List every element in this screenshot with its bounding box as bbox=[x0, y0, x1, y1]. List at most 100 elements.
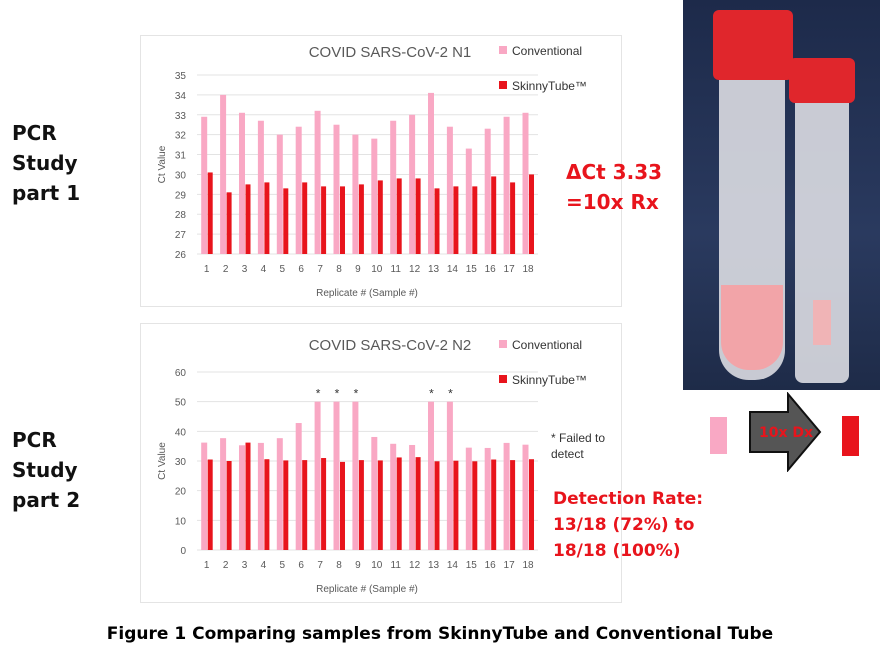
skinnytube-bar bbox=[226, 461, 232, 550]
skinnytube-bar bbox=[358, 460, 364, 550]
skinnytube-bar bbox=[377, 460, 383, 550]
skinnytube-bar bbox=[529, 459, 534, 550]
skinnytube-bar bbox=[340, 461, 345, 550]
legend-label: SkinnyTube™ bbox=[512, 79, 587, 93]
tubes-photo bbox=[683, 0, 880, 390]
x-tick-label: 15 bbox=[466, 264, 478, 275]
arrow-icon bbox=[749, 392, 822, 472]
conventional-bar bbox=[257, 442, 264, 550]
x-tick-label: 13 bbox=[428, 264, 440, 275]
skinnytube-bar bbox=[226, 192, 232, 254]
conventional-bar bbox=[428, 401, 434, 550]
conventional-tube-sample bbox=[721, 285, 783, 370]
conventional-bar bbox=[503, 442, 510, 550]
skinnytube-bar bbox=[283, 188, 289, 254]
conventional-bar bbox=[239, 112, 245, 255]
x-tick-label: 3 bbox=[242, 264, 248, 275]
x-tick-label: 12 bbox=[409, 560, 421, 571]
conventional-bar bbox=[484, 128, 491, 254]
skinnytube-bar bbox=[207, 172, 213, 254]
skinnytube-bar bbox=[396, 457, 402, 550]
delta-ct-line1: ΔCt 3.33 bbox=[566, 160, 663, 184]
conventional-bar bbox=[333, 124, 340, 254]
skinnytube-bar bbox=[302, 460, 308, 550]
x-axis-label: Replicate # (Sample #) bbox=[316, 584, 418, 595]
conventional-bar bbox=[428, 92, 434, 255]
y-tick-label: 40 bbox=[175, 427, 187, 438]
conventional-bar bbox=[522, 112, 529, 255]
y-tick-label: 34 bbox=[175, 91, 187, 102]
y-tick-label: 32 bbox=[175, 131, 187, 142]
skinnytube-bar bbox=[415, 178, 421, 254]
x-tick-label: 4 bbox=[261, 264, 267, 275]
skinnytube-cap bbox=[789, 58, 855, 103]
skinnytube-bar bbox=[340, 186, 345, 254]
x-tick-label: 11 bbox=[391, 560, 402, 571]
y-tick-label: 20 bbox=[175, 487, 187, 498]
y-tick-label: 33 bbox=[175, 111, 187, 122]
y-tick-label: 26 bbox=[175, 250, 187, 261]
legend-swatch bbox=[499, 340, 507, 348]
skinnytube-bar bbox=[321, 458, 327, 550]
conventional-bar bbox=[409, 444, 416, 550]
conventional-bar bbox=[276, 438, 283, 550]
chart-title: COVID SARS-CoV-2 N2 bbox=[309, 337, 472, 354]
skinnytube-bar bbox=[245, 184, 251, 254]
skinnytube-sample bbox=[813, 300, 831, 345]
conventional-bar bbox=[201, 116, 208, 255]
x-tick-label: 18 bbox=[522, 560, 534, 571]
y-tick-label: 10 bbox=[175, 516, 187, 527]
delta-ct-line2: =10x Rx bbox=[566, 190, 659, 214]
legend-swatch bbox=[499, 375, 507, 383]
skinnytube-bar bbox=[453, 460, 459, 550]
conventional-bar bbox=[390, 120, 397, 254]
conventional-bar bbox=[295, 423, 302, 550]
failed-marker: * bbox=[448, 387, 453, 401]
detection-line2: 13/18 (72%) to bbox=[553, 515, 695, 535]
skinnytube-bar bbox=[510, 182, 516, 254]
conventional-bar bbox=[371, 138, 378, 254]
y-tick-label: 0 bbox=[180, 546, 186, 557]
y-axis-label: Ct Value bbox=[157, 145, 168, 183]
skinnytube-bar bbox=[415, 457, 421, 550]
conventional-bar bbox=[352, 134, 359, 254]
skinnytube-bar bbox=[358, 184, 364, 254]
x-tick-label: 3 bbox=[242, 560, 248, 571]
y-tick-label: 50 bbox=[175, 398, 187, 409]
skinnytube-bar bbox=[264, 182, 270, 254]
y-tick-label: 29 bbox=[175, 190, 187, 201]
x-tick-label: 5 bbox=[280, 264, 286, 275]
skinnytube-bar bbox=[453, 186, 459, 254]
skinnytube-bar bbox=[321, 186, 327, 254]
failed-marker: * bbox=[429, 387, 434, 401]
chart-n1-panel bbox=[140, 35, 622, 307]
x-tick-label: 17 bbox=[504, 264, 516, 275]
skinnytube-bar bbox=[283, 460, 289, 550]
conventional-color-swatch bbox=[710, 417, 727, 454]
x-tick-label: 6 bbox=[298, 560, 304, 571]
detection-line3: 18/18 (100%) bbox=[553, 541, 681, 561]
skinnytube-bar bbox=[207, 459, 213, 550]
x-tick-label: 16 bbox=[485, 264, 497, 275]
legend-swatch bbox=[499, 81, 507, 89]
x-tick-label: 4 bbox=[261, 560, 267, 571]
arrow-label: 10x Dx bbox=[758, 425, 814, 441]
figure-caption: Figure 1 Comparing samples from SkinnyTu… bbox=[106, 624, 774, 644]
skinnytube-bar bbox=[377, 180, 383, 254]
conventional-bar bbox=[352, 401, 359, 550]
x-tick-label: 14 bbox=[447, 560, 459, 571]
y-tick-label: 30 bbox=[175, 457, 187, 468]
skinnytube-color-swatch bbox=[842, 416, 859, 456]
conventional-bar bbox=[503, 116, 510, 255]
skinnytube-bar bbox=[510, 460, 516, 550]
legend-swatch bbox=[499, 46, 507, 54]
skinnytube-bar bbox=[434, 461, 440, 550]
skinnytube-bar bbox=[491, 176, 497, 254]
x-tick-label: 5 bbox=[280, 560, 286, 571]
conventional-bar bbox=[314, 110, 321, 254]
x-tick-label: 1 bbox=[204, 264, 210, 275]
x-tick-label: 7 bbox=[317, 264, 323, 275]
conventional-bar bbox=[276, 134, 283, 254]
legend-label: SkinnyTube™ bbox=[512, 373, 587, 387]
